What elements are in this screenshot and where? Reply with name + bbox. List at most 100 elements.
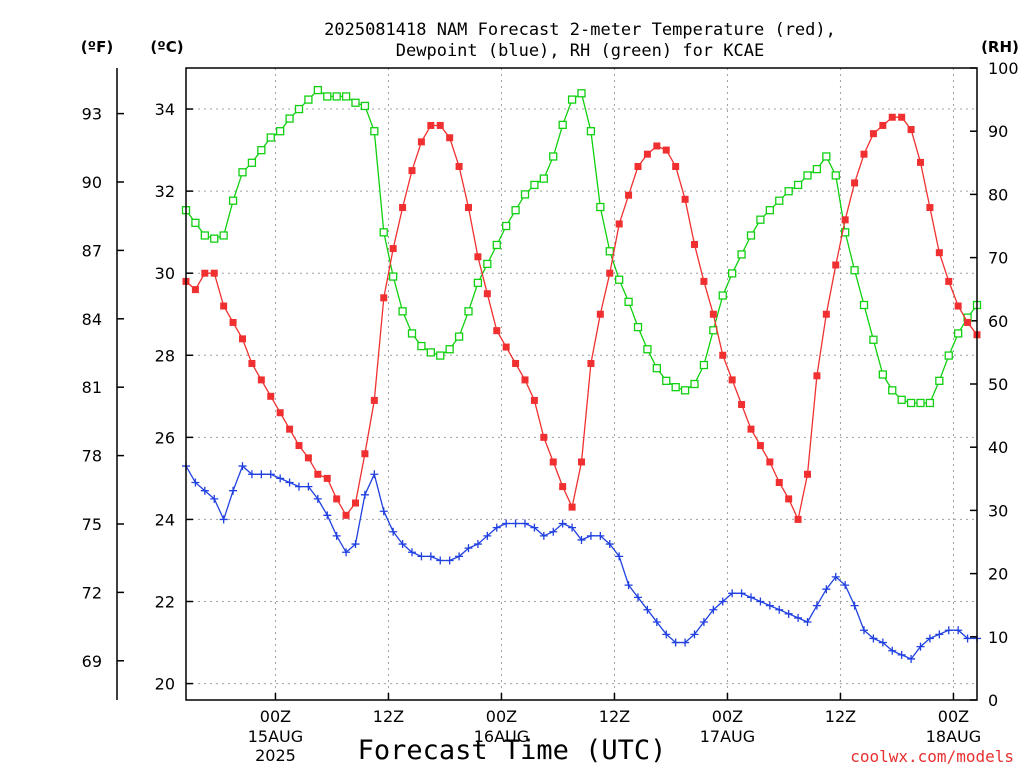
dewpoint-point bbox=[483, 531, 492, 540]
dewpoint-point bbox=[963, 634, 972, 643]
temperature-point bbox=[239, 335, 246, 343]
dewpoint-line bbox=[185, 464, 977, 660]
dewpoint-point bbox=[596, 531, 605, 540]
temperature-point bbox=[691, 240, 698, 248]
temperature-point bbox=[568, 503, 576, 511]
rh-point bbox=[859, 300, 869, 310]
temperature-point bbox=[775, 478, 783, 486]
temperature-point bbox=[662, 146, 670, 154]
date-tick-label: 2025 bbox=[255, 746, 296, 765]
temperature-point bbox=[191, 286, 199, 294]
dewpoint-point bbox=[925, 634, 934, 643]
dewpoint-point bbox=[803, 618, 812, 627]
rh-point bbox=[567, 95, 577, 104]
temperature-point bbox=[210, 269, 218, 277]
rh-point bbox=[615, 275, 624, 284]
temperature-point bbox=[399, 204, 407, 212]
rh-point bbox=[633, 322, 643, 332]
temperature-point bbox=[625, 191, 633, 199]
dewpoint-point bbox=[323, 511, 332, 520]
temperature-point bbox=[756, 442, 764, 450]
rh-tick-label: 0 bbox=[988, 691, 998, 710]
temperature-point bbox=[681, 195, 689, 203]
rh-point bbox=[869, 335, 878, 344]
dewpoint-point bbox=[257, 470, 266, 479]
date-tick-label: 17AUG bbox=[700, 727, 755, 746]
dewpoint-point bbox=[342, 548, 351, 557]
temperature-point bbox=[267, 392, 275, 400]
dewpoint-point bbox=[728, 589, 737, 598]
temperature-point bbox=[709, 310, 717, 318]
celsius-unit-label: (ºC) bbox=[150, 38, 183, 56]
c-tick-label: 22 bbox=[155, 593, 175, 612]
rh-tick-label: 70 bbox=[988, 249, 1008, 268]
rh-tick-label: 80 bbox=[988, 185, 1008, 204]
rh-point bbox=[793, 180, 803, 190]
dewpoint-point bbox=[285, 478, 294, 487]
temperature-point bbox=[530, 396, 538, 404]
temperature-point bbox=[766, 458, 774, 466]
temperature-point bbox=[248, 359, 256, 367]
rh-unit-label: (RH) bbox=[981, 38, 1019, 56]
rh-point bbox=[219, 231, 228, 240]
rh-point bbox=[878, 370, 887, 379]
temperature-point bbox=[804, 470, 811, 478]
dewpoint-point bbox=[954, 626, 963, 635]
dewpoint-point bbox=[643, 605, 652, 614]
dewpoint-point bbox=[295, 482, 303, 491]
temperature-point bbox=[389, 245, 397, 253]
rh-point bbox=[906, 398, 916, 408]
rh-point bbox=[436, 351, 445, 360]
dewpoint-point bbox=[313, 494, 322, 503]
dewpoint-point bbox=[530, 523, 539, 532]
f-tick-label: 72 bbox=[82, 583, 102, 602]
rh-point bbox=[605, 247, 614, 256]
temperature-point bbox=[888, 113, 896, 121]
temperature-point bbox=[738, 401, 746, 409]
series-rh bbox=[181, 85, 982, 408]
temperature-point bbox=[502, 343, 510, 351]
temperature-point bbox=[408, 167, 416, 175]
dewpoint-point bbox=[229, 486, 238, 495]
c-tick-label: 26 bbox=[155, 428, 175, 447]
dewpoint-point bbox=[737, 589, 746, 598]
dewpoint-point bbox=[219, 515, 228, 524]
rh-point bbox=[191, 218, 200, 227]
dewpoint-point bbox=[200, 486, 209, 495]
series-temperature bbox=[182, 113, 981, 523]
dewpoint-point bbox=[455, 552, 464, 561]
rh-point bbox=[379, 228, 388, 237]
rh-point bbox=[558, 120, 567, 130]
dewpoint-point bbox=[897, 650, 906, 659]
rh-point bbox=[549, 152, 558, 161]
rh-point bbox=[888, 386, 897, 395]
temperature-point bbox=[841, 216, 849, 224]
rh-point bbox=[266, 133, 275, 142]
temperature-point bbox=[333, 495, 341, 503]
temperature-point bbox=[361, 450, 369, 458]
dewpoint-point bbox=[502, 519, 511, 528]
rh-point bbox=[323, 92, 332, 101]
rh-tick-label: 30 bbox=[988, 501, 1008, 520]
temperature-point bbox=[869, 130, 877, 138]
dewpoint-point bbox=[699, 618, 708, 627]
time-tick-label: 00Z bbox=[260, 707, 291, 726]
rh-tick-label: 20 bbox=[988, 565, 1008, 584]
c-tick-label: 28 bbox=[155, 346, 175, 365]
rh-point bbox=[511, 206, 520, 215]
f-tick-label: 75 bbox=[82, 515, 102, 534]
dewpoint-point bbox=[718, 597, 727, 606]
rh-point bbox=[624, 297, 633, 306]
f-tick-label: 69 bbox=[82, 652, 102, 671]
dewpoint-point bbox=[888, 646, 897, 655]
temperature-point bbox=[794, 515, 802, 523]
dewpoint-point bbox=[304, 482, 313, 491]
rh-point bbox=[389, 272, 398, 281]
rh-point bbox=[341, 92, 351, 101]
temperature-point bbox=[540, 433, 548, 441]
dewpoint-point bbox=[389, 527, 398, 536]
rh-point bbox=[944, 351, 953, 360]
c-tick-label: 30 bbox=[155, 264, 175, 283]
temperature-point bbox=[587, 359, 595, 367]
temperature-point bbox=[465, 204, 472, 212]
